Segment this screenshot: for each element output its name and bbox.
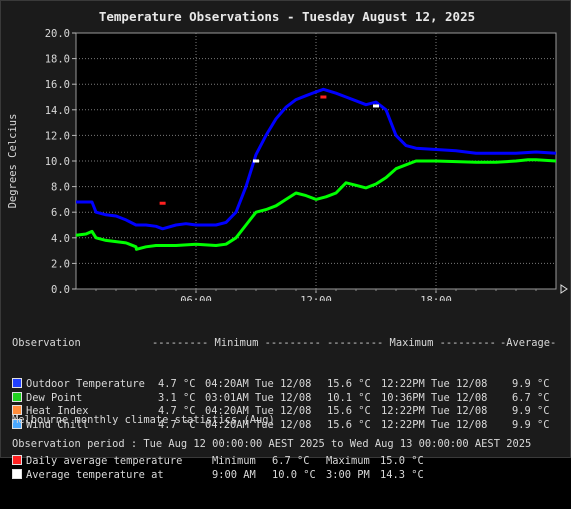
climate-a-label: 9:00 AM (212, 468, 256, 481)
legend-swatch (12, 391, 22, 402)
climate-a-val: 6.7 °C (272, 454, 310, 467)
legend-avg: 9.9 °C (512, 418, 550, 431)
y-axis-ticks: 0.0 2.0 4.0 6.0 8.0 10.0 12.0 14.0 16.0 18.0 20.0 (45, 28, 76, 296)
y-tick-label: 18.0 (45, 54, 70, 66)
legend-row: Wind Chill 4.7 °C 04:20AM Tue 12/08 15.6 °C… (12, 418, 550, 433)
chart-title: Temperature Observations - Tuesday Augus… (99, 9, 475, 24)
legend-avg: 6.7 °C (512, 391, 550, 404)
x-tick-label: 06:00 (180, 295, 212, 301)
legend-header-maximum: --------- Maximum --------- (327, 337, 496, 350)
legend-max-time: 12:22PM Tue 12/08 (381, 377, 488, 390)
legend-label: Wind Chill (26, 418, 89, 431)
legend-min-time: 03:01AM Tue 12/08 (205, 391, 312, 404)
legend-row: Heat Index 4.7 °C 04:20AM Tue 12/08 15.6 °C… (12, 405, 550, 419)
x-axis-arrow-icon (560, 284, 568, 294)
y-tick-label: 8.0 (51, 182, 70, 194)
climate-b-label: 3:00 PM (326, 468, 370, 481)
series-lines (75, 87, 557, 251)
climate-a-val: 10.0 °C (272, 468, 316, 481)
climate-heading: Melbourne monthly climate statistics (Au… (12, 414, 275, 428)
legend-max-val: 15.6 °C (327, 377, 371, 390)
series-line-dew-point (75, 158, 557, 251)
climate-marker (253, 159, 259, 163)
climate-b-val: 15.0 °C (380, 454, 424, 467)
series-line-outdoor-temperature (76, 87, 557, 231)
legend-avg: 9.9 °C (512, 377, 550, 390)
climate-marker (320, 95, 327, 99)
y-tick-label: 0.0 (51, 284, 70, 296)
legend-max-val: 15.6 °C (327, 418, 371, 431)
climate-a-label: Minimum (212, 454, 256, 467)
weather-graph-panel: Temperature Observations - Tuesday Augus… (0, 0, 571, 481)
climate-swatch (12, 468, 22, 479)
legend-swatch (12, 418, 22, 429)
legend-row: Dew Point 3.1 °C 03:01AM Tue 12/08 10.1 °C 1… (12, 391, 550, 406)
legend-label: Outdoor Temperature (26, 377, 145, 390)
y-tick-label: 4.0 (51, 233, 70, 245)
climate-markers (159, 95, 379, 205)
legend-min-val: 4.7 °C (158, 405, 196, 418)
climate-b-val: 14.3 °C (380, 468, 424, 481)
y-tick-label: 14.0 (45, 105, 70, 117)
legend-min-time: 04:20AM Tue 12/08 (205, 405, 312, 418)
climate-marker (159, 201, 166, 205)
legend-min-time: 04:20AM Tue 12/08 (205, 418, 312, 431)
legend-table: Observation --------- Minimum --------- … (12, 310, 556, 460)
climate-heading-text: Melbourne monthly climate statistics (Au… (12, 414, 275, 427)
legend-header-observation: Observation (12, 337, 81, 350)
climate-label: Daily average temperature (26, 454, 183, 467)
legend-max-time: 12:22PM Tue 12/08 (381, 405, 488, 418)
legend-header-minimum: --------- Minimum --------- (152, 337, 321, 350)
legend-avg: 9.9 °C (512, 405, 550, 418)
legend-min-val: 3.1 °C (158, 391, 196, 404)
y-axis-label: Degrees Celcius (7, 114, 19, 209)
y-tick-label: 20.0 (45, 28, 70, 40)
legend-min-time: 04:20AM Tue 12/08 (205, 377, 312, 390)
climate-marker (373, 104, 379, 108)
legend-swatch (12, 405, 22, 416)
climate-label: Average temperature at (26, 468, 164, 481)
climate-row: Daily average temperature Minimum 6.7 °C Ma… (12, 454, 424, 469)
legend-min-val: 4.7 °C (158, 418, 196, 431)
legend-row: Outdoor Temperature 4.7 °C 04:20AM Tue 12/… (12, 377, 550, 392)
legend-min-val: 4.7 °C (158, 377, 196, 390)
y-tick-label: 16.0 (45, 79, 70, 91)
y-tick-label: 10.0 (45, 156, 70, 168)
legend-header: Observation --------- Minimum --------- … (12, 337, 556, 351)
legend-max-time: 10:36PM Tue 12/08 (381, 391, 488, 404)
climate-row: Average temperature at 9:00 AM 10.0 °C 3:00… (12, 468, 424, 483)
legend-max-time: 12:22PM Tue 12/08 (381, 418, 488, 431)
legend-label: Heat Index (26, 405, 89, 418)
y-tick-label: 2.0 (51, 258, 70, 270)
x-axis-ticks: 06:00 12:00 18:00 (95, 289, 537, 301)
y-tick-label: 6.0 (51, 207, 70, 219)
observation-period: Observation period : Tue Aug 12 00:00:00… (12, 438, 532, 450)
climate-swatch (12, 454, 22, 465)
legend-swatch (12, 377, 22, 388)
climate-b-label: Maximum (326, 454, 370, 467)
y-tick-label: 12.0 (45, 130, 70, 142)
legend-header-average: -Average- (500, 337, 557, 350)
temperature-chart: Temperature Observations - Tuesday Augus… (7, 9, 568, 301)
x-tick-label: 12:00 (300, 295, 332, 301)
x-tick-label: 18:00 (420, 295, 452, 301)
legend-max-val: 15.6 °C (327, 405, 371, 418)
legend-max-val: 10.1 °C (327, 391, 371, 404)
legend-label: Dew Point (26, 391, 83, 404)
